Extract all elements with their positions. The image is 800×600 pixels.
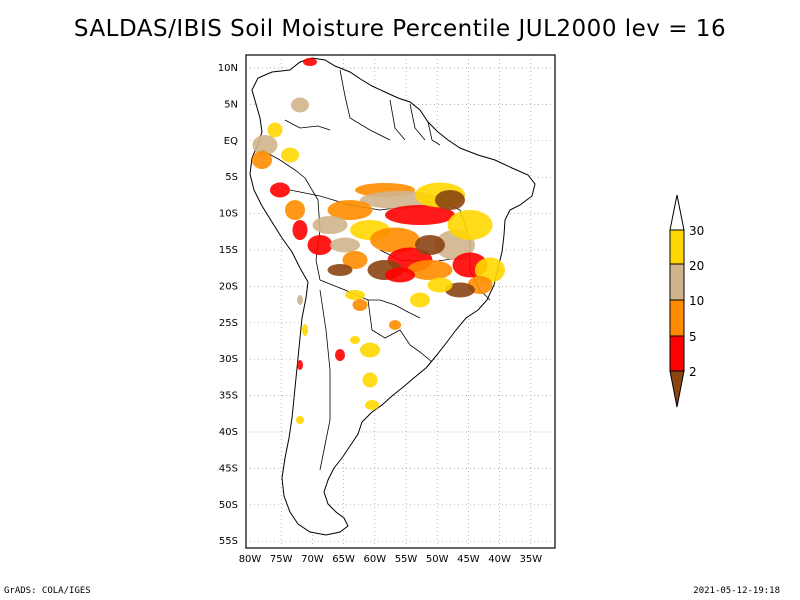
shading-patch [360,342,380,358]
shading-patch [281,147,299,163]
lat-tick-label: 20S [219,281,238,292]
shading-patch [352,299,368,311]
lon-tick-label: 75W [270,554,293,565]
lon-tick-label: 60W [363,554,386,565]
lat-tick-label: 5S [225,172,238,183]
colorbar-label-10: 10 [689,294,704,308]
shading-patch [302,324,308,336]
shading-patch [303,58,317,66]
shading-patch [267,122,283,138]
shading-patch [415,235,445,255]
lon-tick-label: 55W [395,554,418,565]
shading-patch [252,135,278,155]
lat-tick-label: EQ [224,136,238,147]
latitude-tick-labels: 10N 5N EQ 5S 10S 15S 20S 25S 30S 35S 40S 45S 50S 55S [218,63,238,547]
shading-patch [270,182,290,198]
shading-patch [252,151,272,169]
shading-patch [307,235,333,255]
lon-tick-label: 65W [332,554,355,565]
colorbar-label-5: 5 [689,330,697,344]
shading-patch [385,267,415,283]
shading-patch [435,190,465,210]
lat-tick-label: 50S [219,500,238,511]
shading-patch [330,237,360,253]
shading-patch [345,290,365,300]
lat-tick-label: 25S [219,318,238,329]
shading-patch [389,320,401,330]
shading-patch [296,416,304,424]
lat-tick-label: 45S [219,463,238,474]
colorbar-segment-2-5 [669,335,685,372]
shading-patch [335,349,345,361]
colorbar-label-2: 2 [689,365,697,379]
shading-patch [410,292,430,308]
shading-patch [327,200,373,220]
longitude-tick-labels: 80W 75W 70W 65W 60W 55W 50W 45W 40W 35W [239,554,543,565]
shading-patch [297,360,303,370]
colorbar-segment-10-20 [669,263,685,301]
lat-tick-label: 30S [219,354,238,365]
shading-patch [427,277,453,293]
colorbar-segment-20-30 [669,229,685,265]
shading-patch [292,220,308,240]
shading-patch [312,216,348,234]
lat-tick-label: 35S [219,391,238,402]
colorbar-bottom-arrow [669,370,685,408]
shading-patch [407,260,453,280]
footer-timestamp: 2021-05-12-19:18 [693,586,780,596]
shading-patch [291,97,309,113]
lon-tick-label: 50W [426,554,449,565]
colorbar-top-arrow [669,194,685,231]
south-america-landmass [249,57,536,536]
lon-tick-label: 70W [301,554,324,565]
lat-tick-label: 5N [224,99,238,110]
lon-tick-label: 80W [239,554,262,565]
lat-tick-label: 55S [219,536,238,547]
lon-tick-label: 45W [457,554,480,565]
lat-tick-label: 15S [219,245,238,256]
shading-patch [445,282,475,298]
shading-patch [362,372,378,388]
shading-patch [285,200,305,220]
lat-tick-label: 10S [219,209,238,220]
shading-patch [365,400,379,410]
colorbar: 30 20 10 5 2 [669,194,704,408]
shading-patch [370,227,420,253]
soil-moisture-shading [252,58,505,424]
shading-patch [342,251,368,269]
lat-tick-label: 40S [219,427,238,438]
lon-tick-label: 35W [519,554,542,565]
colorbar-label-20: 20 [689,259,704,273]
shading-patch [385,205,455,225]
lon-tick-label: 40W [488,554,511,565]
shading-patch [297,295,303,305]
lat-tick-label: 10N [218,63,238,74]
colorbar-label-30: 30 [689,224,704,238]
footer-credit: GrADS: COLA/IGES [4,586,91,596]
colorbar-segment-5-10 [669,299,685,337]
shading-patch [350,336,360,344]
shading-patch [447,210,493,240]
shading-patch [327,264,353,276]
map-frame [245,54,556,549]
map-title: SALDAS/IBIS Soil Moisture Percentile JUL… [73,16,727,42]
